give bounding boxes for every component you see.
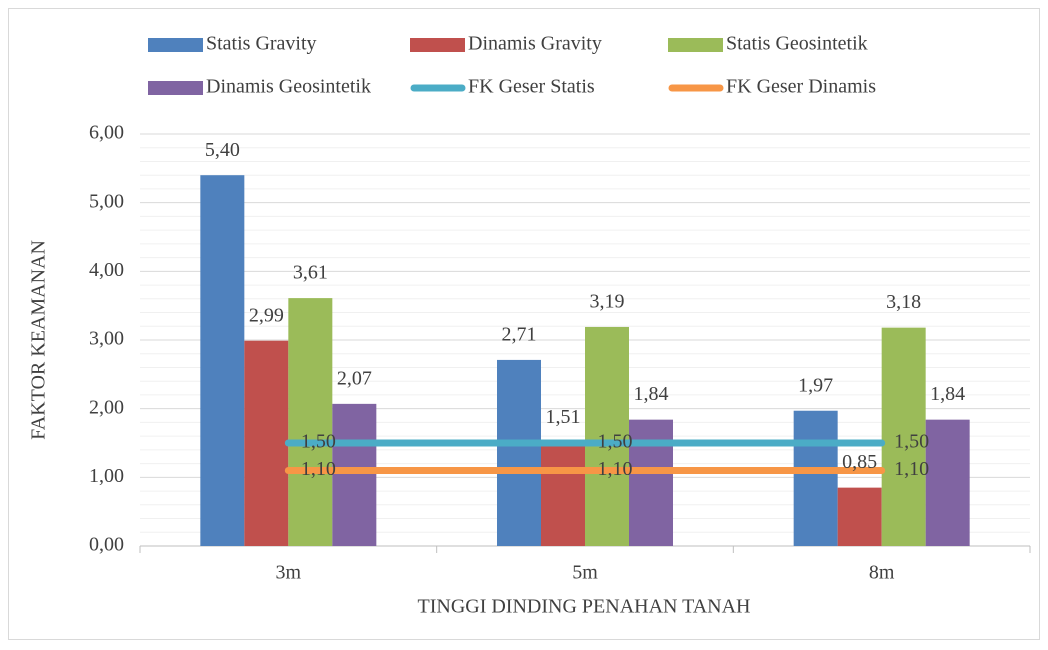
data-label: 3,19 [590, 291, 625, 313]
y-tick-label: 0,00 [89, 534, 124, 556]
y-tick-label: 6,00 [89, 122, 124, 144]
y-axis-title: FAKTOR KEAMANAN [28, 240, 50, 440]
x-tick-label: 5m [572, 562, 598, 584]
bar [585, 326, 629, 546]
bar [881, 327, 926, 546]
bar [793, 410, 838, 546]
data-label: 3,18 [886, 291, 921, 313]
data-label: 2,07 [337, 367, 372, 389]
bar [837, 487, 882, 546]
legend-label: Dinamis Gravity [468, 33, 602, 55]
data-label: 3,61 [293, 262, 328, 284]
legend-swatch [148, 81, 203, 95]
data-label: 2,71 [502, 324, 537, 346]
data-label: 1,51 [546, 406, 581, 428]
bar [541, 442, 585, 546]
legend-label: Dinamis Geosintetik [206, 76, 371, 98]
x-axis-title: TINGGI DINDING PENAHAN TANAH [418, 596, 751, 618]
legend-swatch [148, 38, 203, 52]
data-label: 1,50 [301, 431, 336, 453]
data-label: 1,97 [798, 374, 833, 396]
legend-swatch [668, 38, 723, 52]
legend-label: Statis Gravity [206, 33, 317, 55]
data-label: 5,40 [205, 139, 240, 161]
data-label: 1,84 [930, 383, 965, 405]
data-label: 0,85 [842, 451, 877, 473]
y-tick-label: 1,00 [89, 465, 124, 487]
legend-label: FK Geser Dinamis [726, 76, 876, 98]
y-tick-label: 3,00 [89, 328, 124, 350]
x-tick-label: 8m [869, 562, 895, 584]
x-tick-label: 3m [276, 562, 302, 584]
data-label: 1,10 [894, 458, 929, 480]
data-label: 1,50 [894, 431, 929, 453]
legend-label: FK Geser Statis [468, 76, 595, 98]
y-tick-label: 4,00 [89, 259, 124, 281]
y-tick-label: 2,00 [89, 396, 124, 418]
bar [332, 403, 377, 546]
data-label: 1,84 [634, 383, 669, 405]
bar [288, 298, 333, 546]
data-label: 1,10 [598, 458, 633, 480]
legend-swatch [410, 38, 465, 52]
bar [200, 175, 245, 546]
data-label: 1,10 [301, 458, 336, 480]
bar [629, 419, 673, 546]
bar [244, 340, 289, 546]
bar [925, 419, 970, 546]
legend-label: Statis Geosintetik [726, 33, 868, 55]
bar [497, 359, 541, 546]
data-label: 1,50 [598, 431, 633, 453]
data-label: 2,99 [249, 304, 284, 326]
y-tick-label: 5,00 [89, 190, 124, 212]
